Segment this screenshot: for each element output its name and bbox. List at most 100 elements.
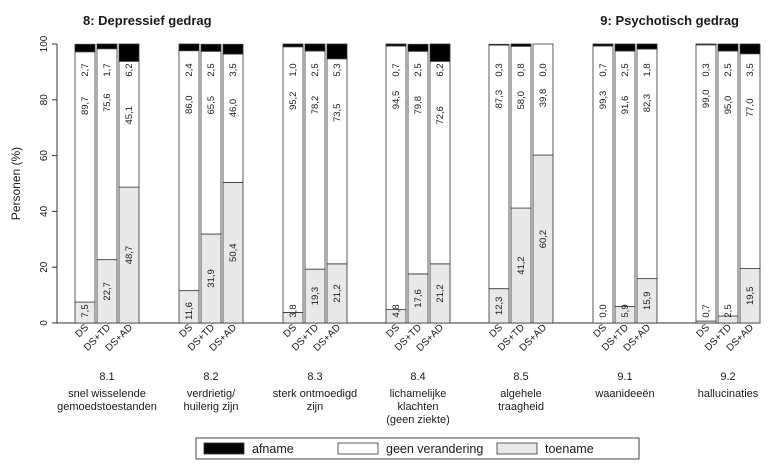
group-code-label: 8.1	[99, 371, 114, 383]
bar-segment-geen-verandering	[385, 45, 407, 311]
data-label-geen-verandering: 95,0	[723, 96, 734, 115]
bar-segment-geen-verandering	[407, 50, 429, 275]
data-label-geen-verandering: 65,5	[206, 96, 217, 115]
data-label-geen-verandering: 77,0	[745, 99, 756, 118]
bar-segment-afname	[74, 43, 96, 53]
data-label-geen-verandering: 72,6	[435, 106, 446, 125]
data-label-afname: 3,5	[745, 63, 756, 76]
data-label-afname: 0,7	[391, 63, 402, 76]
group-code-label: 9.2	[720, 371, 735, 383]
group-code-label: 8.4	[410, 371, 425, 383]
data-label-toename: 22,7	[102, 282, 113, 301]
data-label-geen-verandering: 45,1	[124, 106, 135, 125]
data-label-afname: 0,0	[538, 63, 549, 76]
data-label-afname: 1,0	[288, 63, 299, 76]
bar-segment-afname	[118, 43, 140, 62]
data-label-toename: 19,5	[745, 287, 756, 306]
data-label-geen-verandering: 46,0	[228, 99, 239, 118]
y-tick-label: 100	[39, 35, 50, 52]
bar-segment-geen-verandering	[326, 58, 348, 265]
group-name-label: zijn	[307, 401, 324, 413]
data-label-toename: 50,4	[228, 243, 239, 262]
bar-segment-geen-verandering	[532, 43, 554, 156]
bar-segment-geen-verandering	[178, 50, 200, 292]
data-label-toename: 48,7	[124, 246, 135, 265]
x-tick-label: DS	[74, 322, 92, 340]
group-name-label: gemoedstoestanden	[57, 401, 157, 413]
data-label-toename: 12,3	[494, 297, 505, 316]
data-label-afname: 2,5	[413, 63, 424, 76]
y-tick-label: 80	[39, 94, 50, 106]
group-code-label: 8.5	[513, 371, 528, 383]
data-label-toename: 15,9	[642, 292, 653, 311]
group-code-label: 8.3	[307, 371, 322, 383]
data-label-geen-verandering: 99,3	[598, 91, 609, 110]
data-label-geen-verandering: 39,8	[538, 89, 549, 108]
group-name-label: klachten	[398, 401, 439, 413]
data-label-toename: 19,3	[310, 287, 321, 306]
bar-segment-afname	[614, 43, 636, 52]
group-code-label: 8.2	[203, 371, 218, 383]
data-label-afname: 5,3	[332, 63, 343, 76]
bar-segment-geen-verandering	[200, 50, 222, 235]
bar-segment-geen-verandering	[592, 45, 614, 324]
data-label-afname: 2,4	[184, 63, 195, 76]
bar-segment-afname	[282, 43, 304, 48]
bar-segment-geen-verandering	[304, 50, 326, 270]
bar-segment-geen-verandering	[695, 44, 717, 322]
data-label-geen-verandering: 79,8	[413, 96, 424, 115]
data-label-afname: 2,5	[310, 63, 321, 76]
data-label-geen-verandering: 73,5	[332, 104, 343, 123]
data-label-toename: 2,5	[723, 304, 734, 317]
bar-segment-afname	[200, 43, 222, 52]
group-name-label: hallucinaties	[698, 388, 759, 400]
bar-segment-afname	[429, 43, 451, 62]
data-label-geen-verandering: 94,5	[391, 91, 402, 110]
bar-segment-geen-verandering	[636, 48, 658, 280]
data-label-afname: 1,8	[642, 63, 653, 76]
data-label-toename: 21,2	[332, 284, 343, 303]
chart-title-psychotisch: 9: Psychotisch gedrag	[600, 13, 739, 28]
group-name-label: verdrietig/	[187, 388, 236, 400]
x-tick-label: DS	[178, 322, 196, 340]
y-tick-label: 40	[39, 205, 50, 217]
bar-segment-afname	[326, 43, 348, 60]
data-label-geen-verandering: 91,6	[620, 96, 631, 115]
data-label-geen-verandering: 78,2	[310, 96, 321, 115]
legend-swatch-afname	[203, 442, 245, 455]
bar-segment-geen-verandering	[717, 50, 739, 317]
x-tick-label: DS	[282, 322, 300, 340]
data-label-toename: 31,9	[206, 269, 217, 288]
y-tick-label: 20	[39, 261, 50, 273]
data-label-toename: 3,8	[288, 304, 299, 317]
bar-segment-afname	[695, 43, 717, 46]
data-label-toename: 7,5	[80, 304, 91, 317]
data-label-afname: 2,5	[206, 63, 217, 76]
data-label-toename: 21,2	[435, 284, 446, 303]
group-code-label: 9.1	[617, 371, 632, 383]
y-tick-label: 0	[39, 320, 50, 326]
bar-segment-afname	[385, 43, 407, 47]
data-label-toename: 0,0	[598, 304, 609, 317]
bar-segment-geen-verandering	[488, 44, 510, 290]
x-tick-label: DS	[488, 322, 506, 340]
x-tick-label: DS	[385, 322, 403, 340]
y-axis-label: Personen (%)	[9, 147, 23, 220]
bar-segment-geen-verandering	[739, 53, 761, 269]
bar-segment-afname	[592, 43, 614, 47]
bar-segment-afname	[739, 43, 761, 55]
data-label-afname: 0,3	[701, 63, 712, 76]
data-label-geen-verandering: 89,7	[80, 97, 91, 116]
bar-segment-afname	[488, 43, 510, 46]
data-label-afname: 2,7	[80, 63, 91, 76]
group-name-label: (geen ziekte)	[386, 414, 450, 426]
data-label-toename: 5,9	[620, 304, 631, 317]
group-name-label: algehele	[500, 388, 542, 400]
legend-label-toename: toename	[545, 442, 594, 456]
data-label-geen-verandering: 86,0	[184, 95, 195, 114]
data-label-toename: 41,2	[516, 256, 527, 275]
data-label-geen-verandering: 87,3	[494, 90, 505, 109]
bar-segment-afname	[222, 43, 244, 55]
bar-segment-geen-verandering	[96, 48, 118, 261]
bar-segment-afname	[407, 43, 429, 52]
